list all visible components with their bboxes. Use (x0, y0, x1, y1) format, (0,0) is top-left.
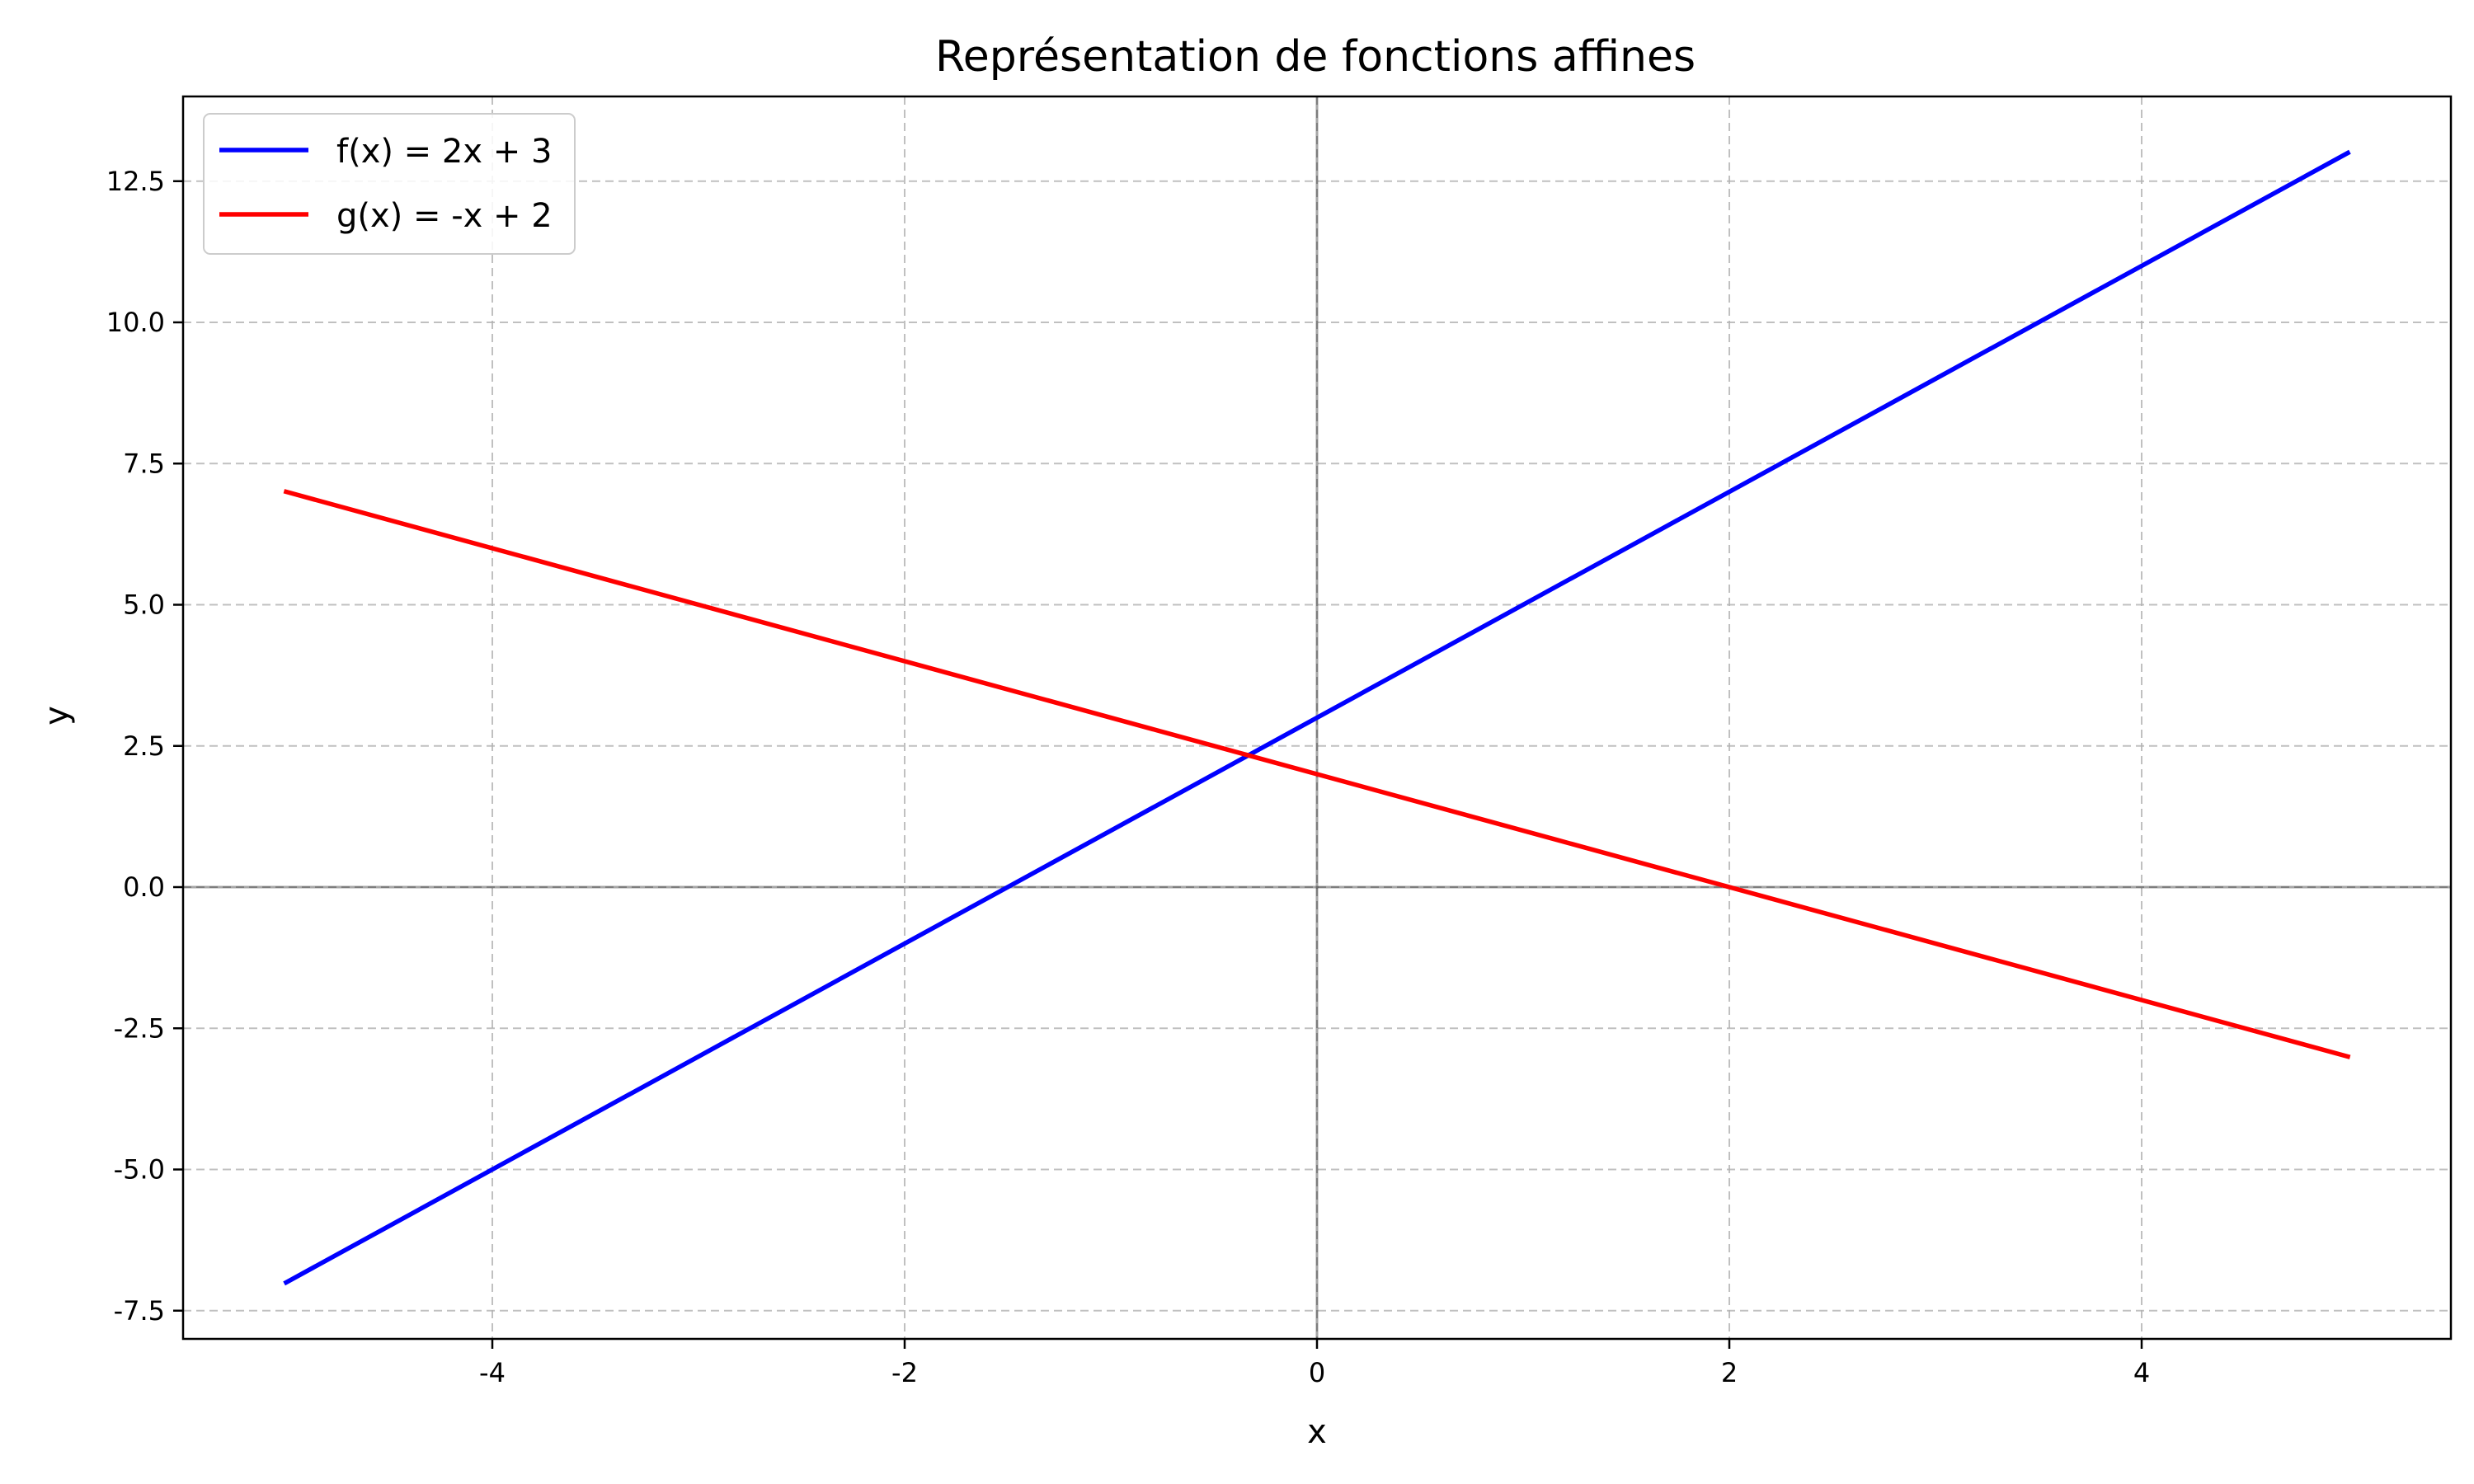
x-tick-label: 0 (1309, 1357, 1325, 1388)
legend: f(x) = 2x + 3 g(x) = -x + 2 (203, 113, 576, 255)
y-axis-label: y (38, 706, 76, 726)
series-line-0 (283, 149, 2351, 1286)
x-tick-label: -2 (891, 1357, 918, 1388)
x-tick-label: 2 (1721, 1357, 1738, 1388)
y-tick-label: -5.0 (114, 1154, 165, 1186)
y-tick-label: 5.0 (123, 589, 165, 621)
x-axis-label: x (1307, 1413, 1327, 1451)
axis-ticks: -4 -2 0 2 4 -7.5 -5.0 -2.5 0.0 2.5 5.0 7.5 10.0 12.5 (106, 166, 2150, 1388)
y-tick-label: 10.0 (106, 307, 165, 338)
legend-label-f: f(x) = 2x + 3 (336, 133, 552, 171)
x-tick-label: 4 (2133, 1357, 2150, 1388)
y-tick-label: 7.5 (123, 448, 165, 479)
series-lines (283, 149, 2351, 1286)
y-tick-label: 0.0 (123, 871, 165, 903)
chart-title: Représentation de fonctions affines (935, 32, 1696, 82)
x-tick-label: -4 (479, 1357, 506, 1388)
y-tick-label: -2.5 (114, 1012, 165, 1044)
y-tick-label: -7.5 (114, 1295, 165, 1327)
y-tick-label: 2.5 (123, 730, 165, 762)
y-tick-label: 12.5 (106, 166, 165, 197)
legend-label-g: g(x) = -x + 2 (336, 197, 553, 235)
series-line-1 (283, 489, 2351, 1059)
